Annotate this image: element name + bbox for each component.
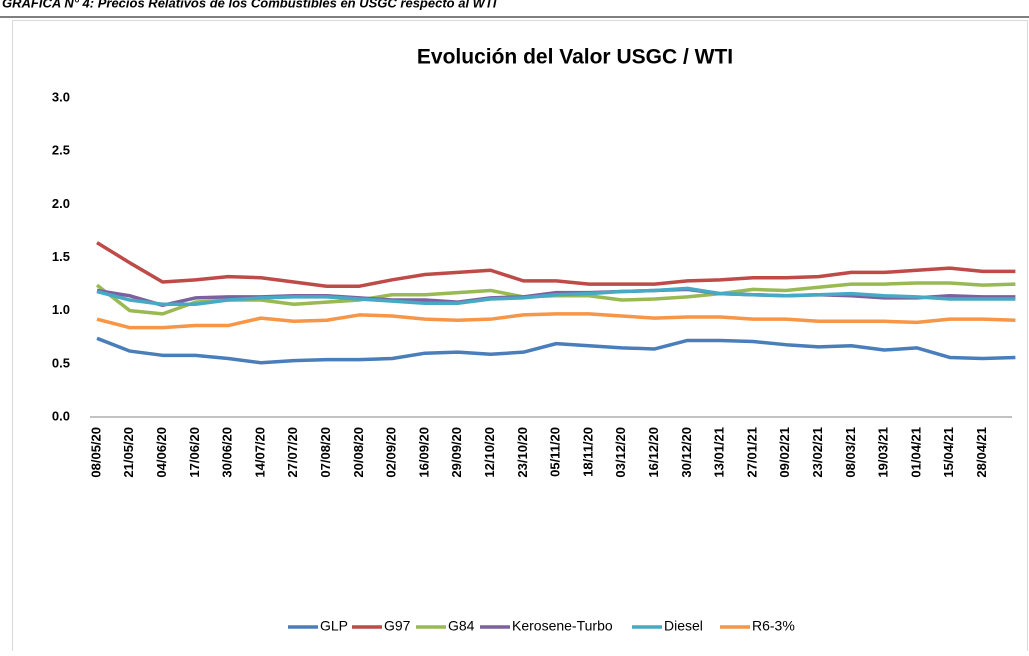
- x-tick-label: 16/09/20: [416, 427, 431, 478]
- x-tick-label: 23/02/21: [810, 427, 825, 478]
- legend-label: G84: [448, 618, 475, 634]
- x-tick-label: 13/01/21: [712, 427, 727, 478]
- x-tick-label: 02/09/20: [384, 427, 399, 478]
- x-tick-label: 05/11/20: [548, 427, 563, 477]
- x-tick-label: 21/05/20: [121, 427, 136, 478]
- y-tick-label: 3.0: [52, 89, 70, 104]
- line-series: [96, 336, 1016, 365]
- x-tick-label: 17/06/20: [187, 427, 202, 478]
- x-tick-label: 27/07/20: [285, 427, 300, 478]
- legend-label: Kerosene-Turbo: [512, 618, 613, 634]
- x-tick-label: 19/03/21: [876, 427, 891, 478]
- line-series: [96, 286, 1016, 307]
- x-tick-label: 03/12/20: [613, 427, 628, 478]
- x-tick-label: 16/12/20: [646, 427, 661, 478]
- x-tick-label: 15/04/21: [941, 427, 956, 478]
- x-tick-label: 08/05/20: [88, 427, 103, 478]
- x-tick-label: 29/09/20: [449, 427, 464, 478]
- chart-title: Evolución del Valor USGC / WTI: [417, 46, 733, 69]
- x-tick-label: 04/06/20: [154, 427, 169, 478]
- x-tick-label: 27/01/21: [744, 427, 759, 478]
- chart-frame: [12, 20, 1028, 656]
- x-tick-label: 12/10/20: [482, 427, 497, 478]
- caption: GRÁFICA N° 4: Precios Relativos de los C…: [2, 0, 497, 10]
- y-tick-label: 0.0: [52, 408, 70, 423]
- x-tick-label: 30/12/20: [679, 427, 694, 478]
- x-tick-label: 18/11/20: [580, 427, 595, 477]
- y-tick-label: 2.0: [52, 196, 70, 211]
- x-tick-label: 01/04/21: [908, 427, 923, 478]
- x-tick-label: 23/10/20: [515, 427, 530, 478]
- x-tick-label: 09/02/21: [777, 427, 792, 478]
- x-tick-label: 07/08/20: [318, 427, 333, 478]
- legend-label: GLP: [320, 618, 348, 634]
- line-series: [96, 312, 1016, 330]
- line-series: [96, 241, 1016, 288]
- x-tick-label: 28/04/21: [974, 427, 989, 478]
- y-tick-label: 1.0: [52, 302, 70, 317]
- y-tick-label: 0.5: [52, 355, 70, 370]
- x-tick-label: 14/07/20: [252, 427, 267, 478]
- y-tick-label: 1.5: [52, 249, 70, 264]
- legend-label: R6-3%: [752, 618, 795, 634]
- line-series: [96, 287, 1016, 308]
- x-tick-label: 30/06/20: [220, 427, 235, 478]
- y-tick-label: 2.5: [52, 143, 70, 158]
- legend-label: G97: [384, 618, 411, 634]
- x-tick-label: 20/08/20: [351, 427, 366, 478]
- x-tick-label: 08/03/21: [843, 427, 858, 478]
- legend-label: Diesel: [664, 618, 703, 634]
